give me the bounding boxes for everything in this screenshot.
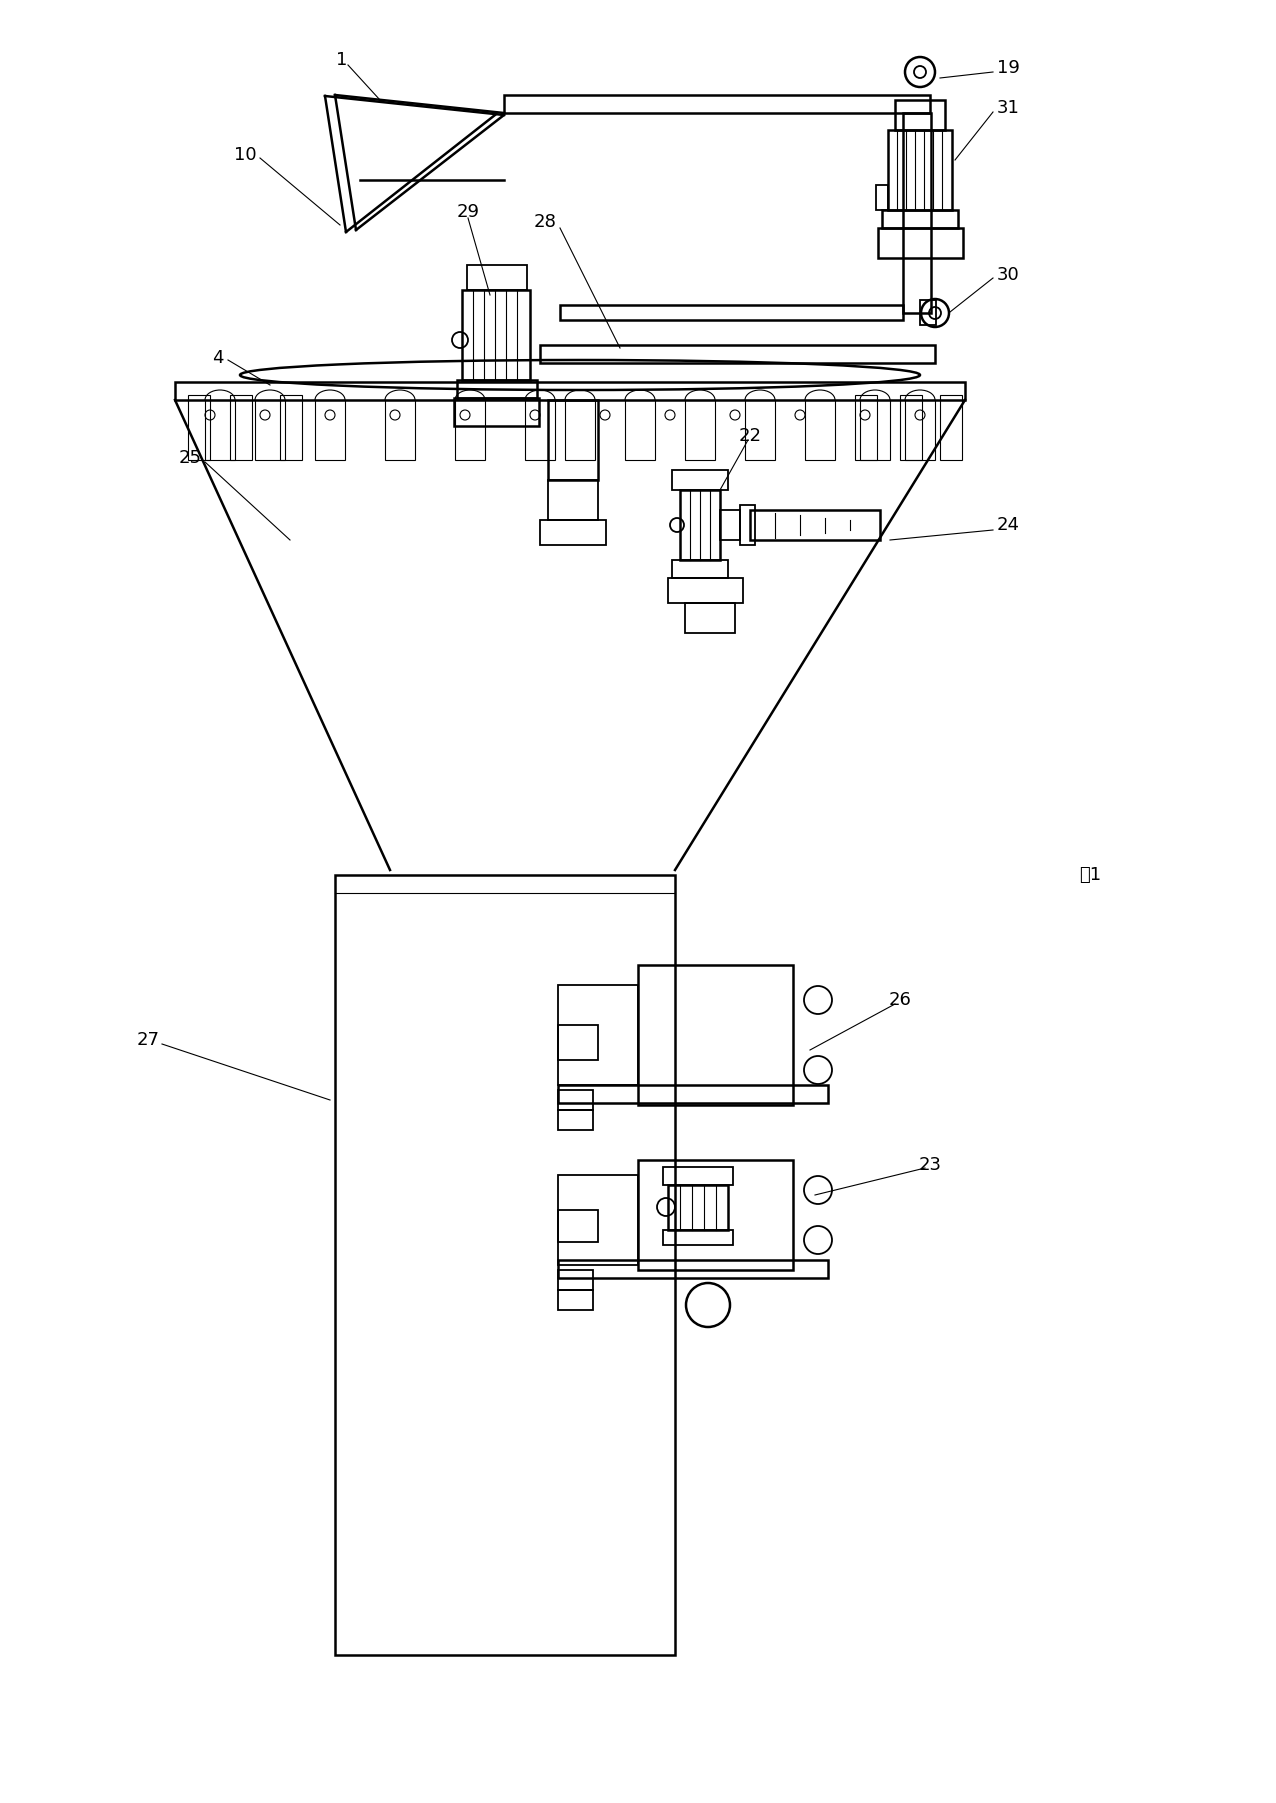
Bar [279,395,302,460]
Bar [740,505,755,545]
Text: 27: 27 [137,1031,160,1049]
Bar [940,395,962,460]
Bar [638,965,792,1105]
Bar [558,1024,598,1060]
Text: 30: 30 [997,267,1020,285]
Text: 24: 24 [997,516,1020,534]
Bar [805,400,835,460]
Bar [720,510,740,541]
Bar [315,400,345,460]
Text: 1: 1 [337,50,347,69]
Bar [524,400,555,460]
Text: 23: 23 [919,1156,942,1174]
Bar [625,400,655,460]
Bar [745,400,775,460]
Bar [685,400,715,460]
Bar [558,1210,598,1242]
Text: 19: 19 [997,59,1020,78]
Bar [467,265,527,290]
Bar [878,227,963,258]
Bar [882,209,958,227]
Bar [454,398,538,426]
Bar [230,395,251,460]
Text: 4: 4 [212,350,223,368]
Bar [920,299,937,325]
Bar [558,1111,593,1130]
Text: 29: 29 [457,204,480,222]
Bar [175,382,965,400]
Bar [685,602,735,633]
Bar [558,1091,593,1111]
Bar [385,400,415,460]
Text: 31: 31 [997,99,1020,117]
Bar [540,519,606,545]
Bar [672,471,729,490]
Bar [664,1167,732,1185]
Text: 25: 25 [179,449,202,467]
Bar [860,400,889,460]
Text: 10: 10 [234,146,256,164]
Bar [547,480,598,519]
Bar [680,490,720,561]
Bar [560,305,903,319]
Bar [900,395,923,460]
Text: 26: 26 [888,992,911,1010]
Bar [336,874,675,1655]
Bar [540,344,935,362]
Bar [894,99,946,130]
Bar [905,400,935,460]
Bar [558,1269,593,1289]
Bar [855,395,877,460]
Bar [877,186,888,209]
Bar [565,400,595,460]
Text: 28: 28 [533,213,556,231]
Bar [456,400,485,460]
Bar [504,96,930,114]
Bar [558,1289,593,1311]
Bar [558,1085,828,1103]
Bar [547,400,598,480]
Bar [638,1159,792,1269]
Bar [558,984,638,1085]
Text: 图1: 图1 [1079,865,1101,883]
Bar [188,395,211,460]
Bar [457,380,537,398]
Bar [664,1230,732,1246]
Bar [462,290,530,380]
Bar [888,130,952,209]
Text: 22: 22 [739,427,762,445]
Bar [672,561,729,579]
Bar [558,1260,828,1278]
Bar [558,1176,638,1266]
Bar [205,400,235,460]
Bar [255,400,285,460]
Bar [903,114,931,314]
Bar [669,579,743,602]
Bar [669,1185,729,1230]
